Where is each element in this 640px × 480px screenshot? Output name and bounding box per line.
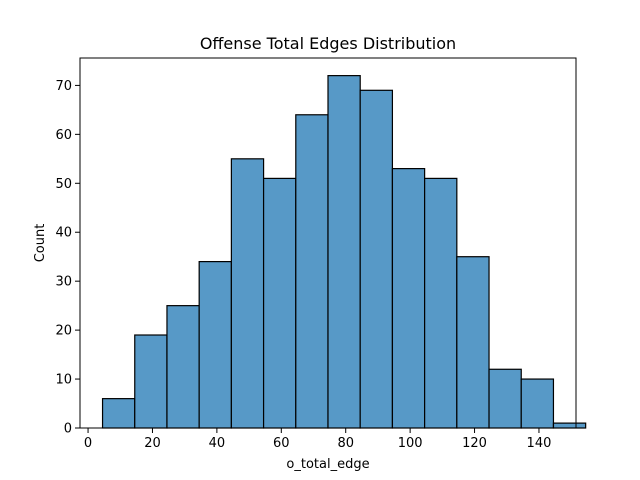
y-tick-label: 0 bbox=[64, 422, 72, 437]
x-tick-label: 120 bbox=[462, 436, 487, 451]
histogram-bar bbox=[456, 256, 490, 429]
plot-frame bbox=[79, 57, 577, 429]
histogram-bar bbox=[198, 260, 232, 429]
histogram-bar bbox=[101, 398, 136, 429]
x-tick-label: 80 bbox=[337, 436, 354, 451]
histogram-bar bbox=[520, 378, 555, 429]
y-tick-label: 60 bbox=[55, 128, 72, 143]
histogram-bar bbox=[359, 89, 394, 429]
x-tick-label: 100 bbox=[398, 436, 423, 451]
y-tick-label: 50 bbox=[55, 177, 72, 192]
x-tick-label: 40 bbox=[209, 436, 226, 451]
histogram-bar bbox=[166, 305, 200, 429]
x-tick-label: 60 bbox=[273, 436, 290, 451]
histogram-bar bbox=[262, 177, 297, 429]
histogram-bar bbox=[230, 158, 265, 429]
x-tick-label: 20 bbox=[144, 436, 161, 451]
histogram-bar bbox=[552, 422, 587, 429]
chart-title: Offense Total Edges Distribution bbox=[200, 34, 456, 53]
histogram-bar bbox=[424, 177, 458, 429]
histogram-bar bbox=[327, 75, 361, 429]
y-tick-label: 70 bbox=[55, 79, 72, 94]
x-tick-label: 140 bbox=[527, 436, 552, 451]
y-tick-label: 20 bbox=[55, 324, 72, 339]
y-axis-ticks: 0 10 20 30 40 50 60 70 bbox=[55, 79, 80, 437]
histogram-bar bbox=[488, 368, 522, 429]
y-tick-label: 10 bbox=[55, 373, 72, 388]
x-tick-label: 0 bbox=[84, 436, 92, 451]
y-axis-label: Count bbox=[33, 224, 48, 263]
x-axis-ticks: 0 20 40 60 80 100 120 140 bbox=[84, 428, 551, 451]
x-axis-label: o_total_edge bbox=[286, 457, 369, 472]
histogram-bar bbox=[295, 114, 329, 429]
y-tick-label: 30 bbox=[55, 275, 72, 290]
bars-group bbox=[101, 75, 587, 429]
histogram-bar bbox=[134, 334, 168, 429]
y-tick-label: 40 bbox=[55, 226, 72, 241]
histogram-bar bbox=[391, 168, 426, 429]
